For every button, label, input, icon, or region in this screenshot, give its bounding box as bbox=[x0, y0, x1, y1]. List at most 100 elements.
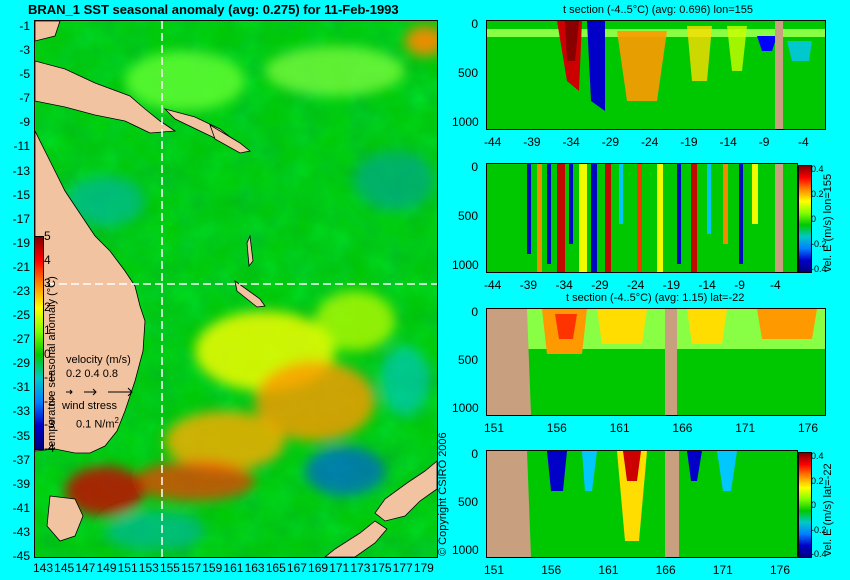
panel2-x-tick: -44 bbox=[484, 278, 502, 292]
wind-stress-label: wind stress bbox=[62, 400, 118, 412]
velocity-legend-scale: 0.2 0.4 0.8 bbox=[66, 368, 118, 380]
panel4-colorbar-tick: 0 bbox=[811, 500, 817, 510]
panel4-vel-section-lat-22[interactable] bbox=[486, 450, 798, 558]
wind-stress-scale: 0.1 N/m2 bbox=[76, 416, 119, 431]
panel1-x-tick: -29 bbox=[601, 135, 620, 149]
panel1-title: t section (-4..5°C) (avg: 0.696) lon=155 bbox=[563, 4, 753, 16]
latitude-tick: -41 bbox=[12, 500, 30, 515]
latitude-tick: -39 bbox=[12, 476, 30, 491]
longitude-tick: 177 bbox=[392, 561, 413, 575]
panel2-x-tick: -19 bbox=[662, 278, 681, 292]
panel4-colorbar-tick: -0.2 bbox=[811, 524, 827, 535]
panel1-x-tick: -19 bbox=[680, 135, 698, 149]
land-tasmania bbox=[46, 495, 84, 542]
latitude-tick: -11 bbox=[13, 139, 30, 154]
panel2-y-tick: 1000 bbox=[452, 258, 479, 272]
panel2-colorbar-tick: -0.4 bbox=[811, 264, 827, 274]
latitude-tick: -15 bbox=[12, 187, 30, 202]
panel3-title: t section (-4..5°C) (avg: 1.15) lat=-22 bbox=[566, 292, 745, 304]
latitude-tick: -31 bbox=[12, 380, 30, 395]
panel3-x-tick: 151 bbox=[484, 421, 505, 435]
latitude-tick: -45 bbox=[12, 549, 30, 563]
map-colorbar-tick: 5 bbox=[44, 229, 51, 243]
panel2-x-tick: -24 bbox=[627, 278, 645, 292]
latitude-tick: -17 bbox=[12, 211, 30, 226]
map-colorbar-tick: 1 bbox=[44, 323, 51, 338]
panel2-colorbar-tick: 0.2 bbox=[811, 189, 824, 199]
panel1-y-tick: 0 bbox=[471, 17, 478, 31]
longitude-tick: 167 bbox=[286, 561, 307, 575]
velocity-arrows-icon bbox=[62, 382, 142, 396]
panel2-side-label: vel. E (m/s) lon=155 bbox=[822, 173, 834, 272]
panel2-x-tick: -39 bbox=[519, 278, 538, 292]
panel2-y-tick: 500 bbox=[457, 209, 478, 223]
land-new-caledonia bbox=[234, 280, 266, 308]
land-new-guinea bbox=[35, 60, 177, 134]
longitude-tick: 179 bbox=[413, 561, 434, 575]
panel4-plot bbox=[487, 451, 797, 557]
latitude-tick: -9 bbox=[19, 115, 30, 130]
map-colorbar-tick: -2 bbox=[44, 393, 55, 408]
panel1-x-tick: -24 bbox=[641, 135, 659, 149]
copyright-text: © Copyright CSIRO 2006 bbox=[437, 432, 449, 556]
latitude-tick: -33 bbox=[12, 404, 30, 419]
panel2-y-tick: 0 bbox=[471, 160, 478, 174]
panel4-side-label: vel. E (m/s) lat=-22 bbox=[822, 463, 834, 556]
panel4-x-tick: 156 bbox=[541, 563, 562, 577]
panel3-y-tick: 0 bbox=[471, 305, 478, 319]
panel1-temp-section-lon155[interactable] bbox=[486, 20, 826, 130]
panel2-x-tick: -34 bbox=[555, 278, 573, 292]
panel2-x-tick: -9 bbox=[734, 278, 745, 292]
longitude-tick: 159 bbox=[202, 561, 223, 575]
panel3-temp-section-lat-22[interactable] bbox=[486, 308, 826, 416]
longitude-tick: 147 bbox=[75, 561, 96, 575]
panel3-y-tick: 1000 bbox=[452, 401, 479, 415]
map-colorbar-tick: -1 bbox=[44, 370, 55, 385]
map-title: BRAN_1 SST seasonal anomaly (avg: 0.275)… bbox=[28, 2, 399, 17]
latitude-tick: -43 bbox=[12, 524, 30, 539]
latitude-tick: -29 bbox=[12, 356, 30, 371]
panel4-colorbar bbox=[798, 452, 812, 558]
panel2-plot bbox=[487, 164, 797, 272]
panel4-y-tick: 0 bbox=[471, 447, 478, 461]
panel1-x-tick: -39 bbox=[523, 135, 541, 149]
panel4-x-tick: 171 bbox=[712, 563, 733, 577]
panel4-x-tick: 176 bbox=[770, 563, 791, 577]
latitude-tick: -35 bbox=[12, 428, 30, 443]
latitude-tick: -37 bbox=[12, 452, 30, 467]
panel4-colorbar-tick: -0.4 bbox=[811, 549, 827, 559]
panel1-y-tick: 1000 bbox=[452, 115, 479, 129]
panel2-x-tick: -14 bbox=[698, 278, 716, 292]
longitude-tick: 153 bbox=[138, 561, 159, 575]
panel3-x-tick: 171 bbox=[735, 421, 756, 435]
longitude-tick: 161 bbox=[223, 561, 244, 575]
map-colorbar-tick: 3 bbox=[44, 276, 51, 291]
panel2-x-tick: -4 bbox=[770, 278, 781, 292]
panel1-x-tick: -9 bbox=[758, 135, 770, 149]
longitude-tick: 175 bbox=[371, 561, 392, 575]
panel2-vel-section-lon155[interactable] bbox=[486, 163, 798, 273]
panel2-colorbar bbox=[798, 165, 812, 273]
velocity-legend-label: velocity (m/s) bbox=[66, 354, 131, 366]
panel1-x-tick: -4 bbox=[798, 135, 809, 149]
anomaly-patches bbox=[65, 26, 437, 551]
map-colorbar-tick: -4 bbox=[44, 441, 55, 455]
panel2-colorbar-tick: -0.2 bbox=[811, 239, 827, 249]
sst-anomaly-map[interactable] bbox=[34, 20, 438, 558]
panel2-x-tick: -29 bbox=[591, 278, 609, 292]
longitude-tick: 151 bbox=[117, 561, 138, 575]
panel4-colorbar-tick: 0.2 bbox=[811, 475, 824, 486]
panel3-x-tick: 156 bbox=[546, 421, 567, 435]
longitude-tick: 145 bbox=[54, 561, 75, 575]
latitude-tick: -27 bbox=[12, 332, 30, 347]
latitude-tick: -21 bbox=[12, 259, 30, 274]
panel1-x-tick: -14 bbox=[719, 135, 737, 149]
map-colorbar-tick: 0 bbox=[44, 346, 51, 361]
panel2-colorbar-tick: 0.4 bbox=[811, 164, 824, 174]
panel3-x-tick: 161 bbox=[609, 421, 630, 435]
map-colorbar-label: temperature seasonal anomaly (°C) bbox=[46, 276, 58, 450]
longitude-tick: 155 bbox=[159, 561, 180, 575]
latitude-tick: -19 bbox=[12, 235, 30, 250]
panel4-y-tick: 1000 bbox=[452, 543, 479, 557]
map-colorbar-tick: 4 bbox=[44, 252, 51, 267]
